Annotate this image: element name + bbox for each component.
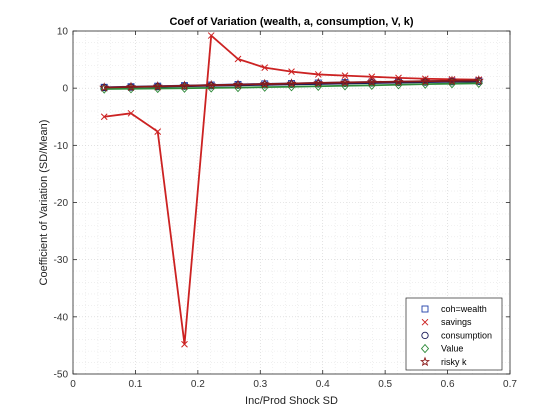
legend-marker-value — [420, 343, 430, 354]
data-point-savings — [234, 55, 242, 63]
data-point-savings — [341, 72, 349, 79]
data-point-consumption — [448, 78, 456, 86]
data-point-risky-k — [313, 77, 324, 88]
y-tick-label: -50 — [54, 370, 69, 381]
x-tick-label: 0.7 — [503, 379, 517, 390]
legend: coh=wealth savings consumption Value risky k — [405, 297, 503, 371]
legend-label-coh-wealth: coh=wealth — [441, 304, 487, 314]
data-point-consumption — [394, 78, 403, 87]
data-point-risky-k — [393, 76, 404, 86]
data-point-value — [207, 83, 216, 93]
legend-entry-savings: savings — [421, 317, 472, 327]
y-tick-label: -40 — [54, 312, 69, 323]
legend-label-consumption: consumption — [441, 330, 492, 340]
series-line-value — [104, 82, 479, 90]
data-point-savings — [207, 32, 215, 39]
data-point-savings — [314, 71, 322, 78]
series-risky-k — [99, 75, 484, 92]
legend-marker-risky-k — [420, 356, 430, 367]
data-point-savings — [100, 113, 108, 121]
legend-marker-savings — [421, 318, 429, 326]
data-point-risky-k — [340, 77, 351, 87]
data-point-savings — [288, 68, 295, 75]
y-tick-label: -20 — [54, 198, 69, 209]
x-tick-label: 0 — [70, 379, 76, 390]
data-point-risky-k — [125, 81, 137, 92]
y-tick-label: 0 — [62, 84, 68, 95]
y-tick-label: -10 — [54, 141, 69, 152]
data-point-risky-k — [232, 79, 244, 89]
data-point-risky-k — [99, 82, 110, 92]
chart-title: Coef of Variation (wealth, a, consumptio… — [169, 16, 413, 28]
data-point-consumption — [341, 79, 349, 88]
x-tick-label: 0.2 — [191, 379, 205, 390]
x-tick-label: 0.4 — [316, 379, 330, 390]
legend-label-risky-k: risky k — [441, 357, 467, 367]
data-point-risky-k — [420, 75, 431, 86]
data-point-risky-k — [473, 75, 484, 85]
data-point-value — [180, 83, 189, 93]
x-tick-label: 0.5 — [378, 379, 392, 390]
axis-ticks: 0 0.1 0.2 0.3 0.4 0.5 0.6 0.7 -50 -40 -30 -20 -10 0 10 — [54, 27, 518, 391]
x-axis-label: Inc/Prod Shock SD — [245, 395, 338, 407]
data-point-savings — [181, 340, 188, 348]
legend-entry-consumption: consumption — [421, 330, 492, 340]
y-axis-label: Coefficient of Variation (SD/Mean) — [38, 120, 50, 286]
legend-label-value: Value — [441, 344, 463, 354]
y-tick-label: -30 — [54, 255, 69, 266]
legend-entry-risky-k: risky k — [420, 356, 467, 367]
data-point-consumption — [368, 79, 376, 87]
series-layer — [99, 32, 484, 348]
data-point-risky-k — [286, 78, 297, 88]
legend-entry-value: Value — [420, 343, 463, 354]
data-point-risky-k — [366, 76, 377, 87]
y-tick-label: 10 — [57, 27, 69, 38]
series-line-risky-k — [104, 79, 479, 89]
data-point-risky-k — [179, 80, 190, 91]
legend-marker-coh-wealth — [421, 305, 429, 313]
legend-marker-consumption — [421, 331, 429, 340]
data-point-consumption — [475, 77, 483, 86]
data-point-risky-k — [259, 78, 270, 89]
data-point-savings — [127, 109, 135, 117]
x-tick-label: 0.3 — [253, 379, 267, 390]
data-point-savings — [154, 128, 162, 135]
legend-label-savings: savings — [441, 317, 472, 327]
data-point-risky-k — [206, 79, 217, 90]
data-point-risky-k — [446, 75, 458, 85]
x-tick-label: 0.1 — [128, 379, 142, 390]
legend-entry-coh-wealth: coh=wealth — [421, 304, 487, 314]
data-point-risky-k — [152, 81, 163, 91]
data-point-savings — [261, 64, 269, 71]
x-tick-label: 0.6 — [441, 379, 455, 390]
